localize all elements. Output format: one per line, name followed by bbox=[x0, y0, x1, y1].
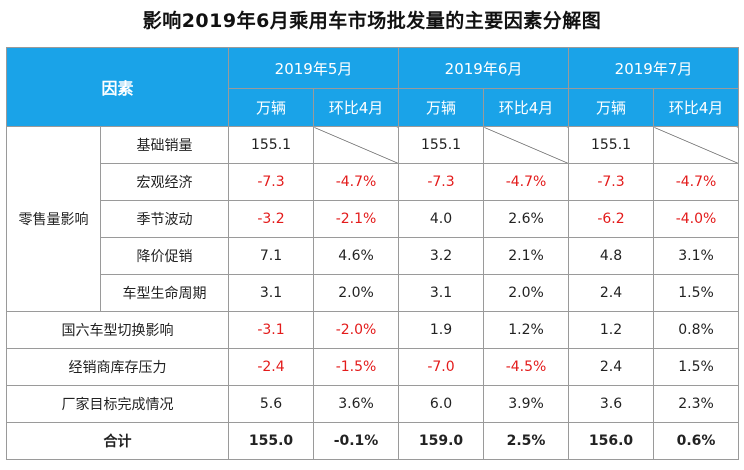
ratio-cell: -4.0% bbox=[653, 200, 740, 238]
value-cell: -7.3 bbox=[398, 163, 485, 201]
page-title: 影响2019年6月乘用车市场批发量的主要因素分解图 bbox=[142, 10, 602, 32]
ratio-cell: 1.5% bbox=[653, 348, 740, 386]
total-ratio-cell: 2.5% bbox=[483, 422, 570, 460]
ratio-cell: 1.5% bbox=[653, 274, 740, 312]
ratio-cell bbox=[483, 126, 570, 164]
value-cell: 2.4 bbox=[568, 348, 655, 386]
total-value-cell: 159.0 bbox=[398, 422, 485, 460]
ratio-cell: 3.9% bbox=[483, 385, 570, 423]
ratio-cell: 2.1% bbox=[483, 237, 570, 275]
ratio-cell: -4.7% bbox=[653, 163, 740, 201]
ratio-cell: -2.1% bbox=[313, 200, 400, 238]
unit-header: 万辆 bbox=[228, 88, 315, 127]
value-cell: 4.8 bbox=[568, 237, 655, 275]
value-cell: 3.6 bbox=[568, 385, 655, 423]
month-header-june: 2019年6月 bbox=[398, 47, 570, 89]
table-row: 降价促销 7.1 4.6% 3.2 2.1% 4.8 3.1% bbox=[7, 237, 740, 275]
table-row: 厂家目标完成情况 5.6 3.6% 6.0 3.9% 3.6 2.3% bbox=[5, 385, 740, 423]
factor-name: 降价促销 bbox=[99, 237, 230, 275]
factor-header: 因素 bbox=[5, 47, 230, 127]
value-cell: -7.3 bbox=[568, 163, 655, 201]
value-cell: 6.0 bbox=[398, 385, 485, 423]
ratio-cell: -4.5% bbox=[483, 348, 570, 386]
ratio-cell: 2.6% bbox=[483, 200, 570, 238]
value-cell: 5.6 bbox=[228, 385, 315, 423]
value-cell: 3.1 bbox=[228, 274, 315, 312]
table-row: 宏观经济 -7.3 -4.7% -7.3 -4.7% -7.3 -4.7% bbox=[7, 163, 740, 201]
table-row: 零售量影响 基础销量 155.1 155.1 155.1 bbox=[6, 126, 740, 312]
factor-name: 基础销量 bbox=[99, 126, 230, 164]
value-cell: -2.4 bbox=[228, 348, 315, 386]
factor-name: 厂家目标完成情况 bbox=[5, 385, 230, 423]
ratio-header: 环比4月 bbox=[483, 88, 570, 127]
ratio-cell: 4.6% bbox=[313, 237, 400, 275]
month-header-july: 2019年7月 bbox=[568, 47, 740, 89]
value-cell: 4.0 bbox=[398, 200, 485, 238]
value-cell: -6.2 bbox=[568, 200, 655, 238]
value-cell: -3.2 bbox=[228, 200, 315, 238]
ratio-cell: 2.3% bbox=[653, 385, 740, 423]
value-cell: 1.9 bbox=[398, 311, 485, 349]
factor-name: 经销商库存压力 bbox=[5, 348, 230, 386]
ratio-cell: -1.5% bbox=[313, 348, 400, 386]
unit-header: 万辆 bbox=[568, 88, 655, 127]
factor-name: 国六车型切换影响 bbox=[5, 311, 230, 349]
value-cell: 155.1 bbox=[228, 126, 315, 164]
total-label: 合计 bbox=[5, 422, 230, 460]
ratio-cell: 1.2% bbox=[483, 311, 570, 349]
value-cell: 155.1 bbox=[568, 126, 655, 164]
table-row: 国六车型切换影响 -3.1 -2.0% 1.9 1.2% 1.2 0.8% bbox=[5, 311, 740, 349]
ratio-cell: -4.7% bbox=[313, 163, 400, 201]
value-cell: 2.4 bbox=[568, 274, 655, 312]
ratio-cell: 3.1% bbox=[653, 237, 740, 275]
table-row: 经销商库存压力 -2.4 -1.5% -7.0 -4.5% 2.4 1.5% bbox=[5, 348, 740, 386]
ratio-cell: 2.0% bbox=[313, 274, 400, 312]
value-cell: 3.1 bbox=[398, 274, 485, 312]
ratio-cell: -2.0% bbox=[313, 311, 400, 349]
ratio-cell bbox=[313, 126, 400, 164]
value-cell: 1.2 bbox=[568, 311, 655, 349]
factor-name: 车型生命周期 bbox=[99, 274, 230, 312]
value-cell: -7.3 bbox=[228, 163, 315, 201]
total-value-cell: 155.0 bbox=[228, 422, 315, 460]
table-row: 季节波动 -3.2 -2.1% 4.0 2.6% -6.2 -4.0% bbox=[7, 200, 740, 238]
value-cell: -3.1 bbox=[228, 311, 315, 349]
ratio-header: 环比4月 bbox=[313, 88, 400, 127]
total-row: 合计 155.0 -0.1% 159.0 2.5% 156.0 0.6% bbox=[5, 422, 740, 460]
ratio-cell: 3.6% bbox=[313, 385, 400, 423]
value-cell: 7.1 bbox=[228, 237, 315, 275]
factor-name: 季节波动 bbox=[99, 200, 230, 238]
ratio-cell: 2.0% bbox=[483, 274, 570, 312]
group-label-retail: 零售量影响 bbox=[6, 126, 101, 312]
total-ratio-cell: 0.6% bbox=[653, 422, 740, 460]
total-ratio-cell: -0.1% bbox=[313, 422, 400, 460]
table-row: 车型生命周期 3.1 2.0% 3.1 2.0% 2.4 1.5% bbox=[7, 274, 740, 312]
value-cell: 3.2 bbox=[398, 237, 485, 275]
ratio-cell: 0.8% bbox=[653, 311, 740, 349]
unit-header: 万辆 bbox=[398, 88, 485, 127]
value-cell: -7.0 bbox=[398, 348, 485, 386]
total-value-cell: 156.0 bbox=[568, 422, 655, 460]
factor-table: 因素 2019年5月 2019年6月 2019年7月 万辆 环比4月 万辆 环比… bbox=[5, 47, 740, 460]
month-header-may: 2019年5月 bbox=[228, 47, 400, 89]
ratio-header: 环比4月 bbox=[653, 88, 740, 127]
factor-name: 宏观经济 bbox=[99, 163, 230, 201]
value-cell: 155.1 bbox=[398, 126, 485, 164]
ratio-cell: -4.7% bbox=[483, 163, 570, 201]
ratio-cell bbox=[653, 126, 740, 164]
